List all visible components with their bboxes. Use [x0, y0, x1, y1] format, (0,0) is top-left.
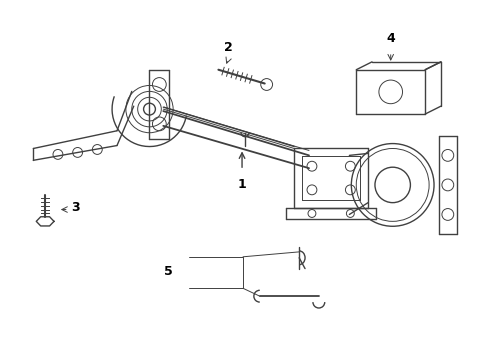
Text: 5: 5 — [164, 265, 173, 278]
Text: 2: 2 — [224, 41, 233, 54]
Text: 4: 4 — [386, 32, 395, 45]
Text: 1: 1 — [238, 178, 246, 191]
Text: 3: 3 — [71, 201, 79, 214]
